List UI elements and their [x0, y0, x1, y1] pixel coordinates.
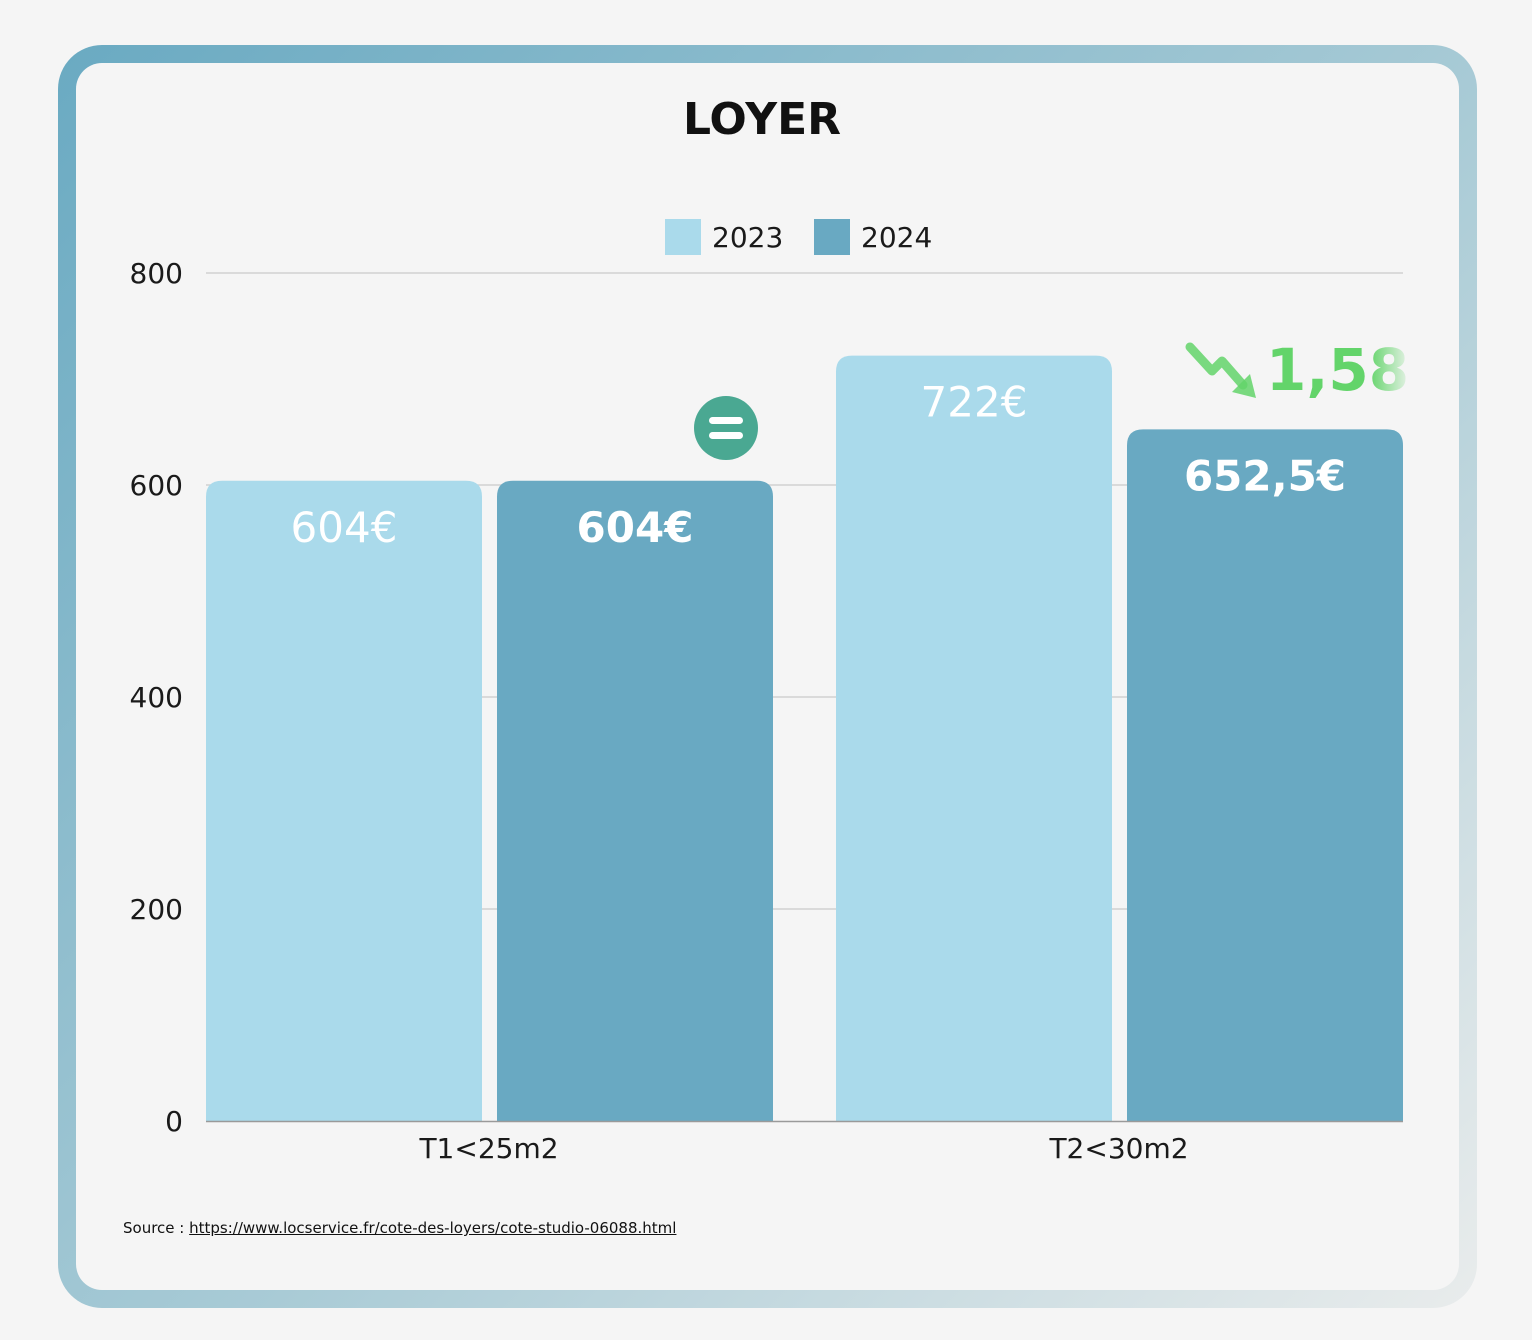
y-tick-label: 400	[130, 681, 183, 714]
source-note: Source : https://www.locservice.fr/cote-…	[123, 1219, 676, 1237]
source-link[interactable]: https://www.locservice.fr/cote-des-loyer…	[189, 1219, 677, 1237]
x-axis: T1<25m2 T2<30m2	[206, 1120, 1403, 1165]
source-prefix: Source :	[123, 1219, 190, 1237]
bar-2024-1	[1127, 429, 1403, 1122]
y-tick-label: 200	[130, 893, 183, 926]
legend-label: 2024	[861, 221, 932, 254]
bar-value-label: 604€	[291, 503, 398, 552]
y-tick-label: 800	[130, 257, 183, 290]
bar-value-label: 604€	[577, 503, 694, 552]
chart-title: LOYER	[683, 94, 841, 145]
down-trend-arrow-icon	[1185, 342, 1256, 398]
equal-icon	[694, 396, 758, 460]
bars: 604€ 604€ 722€ 652,5€	[206, 355, 1403, 1122]
legend-label: 2023	[712, 221, 783, 254]
bar-2024-0	[497, 480, 773, 1121]
legend-swatch-2024	[814, 219, 850, 255]
annotations: 1,58	[694, 336, 1409, 460]
y-axis: 0 200 400 600 800	[130, 257, 183, 1138]
x-category-label: T2<30m2	[1048, 1132, 1188, 1165]
bar-value-label: 722€	[921, 378, 1028, 427]
bar-2023-1	[836, 355, 1112, 1121]
bar-2023-0	[206, 480, 482, 1121]
bar-value-label: 652,5€	[1184, 451, 1346, 500]
y-tick-label: 600	[130, 469, 183, 502]
legend-swatch-2023	[665, 219, 701, 255]
x-category-label: T1<25m2	[418, 1132, 558, 1165]
legend: 2023 2024	[665, 219, 932, 255]
change-label: 1,58	[1266, 336, 1409, 404]
y-tick-label: 0	[165, 1105, 183, 1138]
